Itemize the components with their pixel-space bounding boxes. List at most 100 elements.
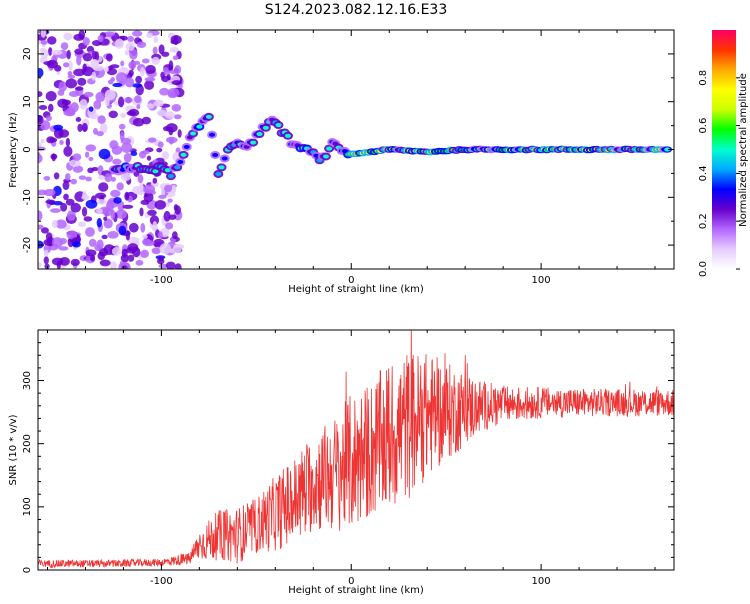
spectrogram-x-tick-label: 100 (532, 275, 551, 286)
noise-blob (154, 199, 166, 210)
ridge-core (275, 123, 282, 128)
noise-blob (124, 49, 130, 56)
colorbar-tick-label: 0.6 (698, 118, 709, 134)
noise-blob (82, 37, 90, 46)
noise-blob (110, 189, 121, 198)
noise-blob (38, 114, 44, 125)
noise-blob (103, 66, 109, 73)
noise-blob (84, 151, 90, 158)
noise-blob (88, 106, 94, 112)
noise-blob (131, 83, 143, 88)
noise-blob (77, 123, 83, 132)
noise-blob (157, 141, 164, 148)
noise-blob (64, 173, 71, 181)
noise-blob (140, 223, 146, 233)
noise-blob (144, 80, 155, 90)
noise-blob (110, 209, 116, 220)
noise-blob (104, 173, 113, 183)
ridge-core (256, 132, 263, 137)
spectrogram-image (38, 30, 673, 269)
noise-blob (75, 116, 82, 123)
noise-blob (173, 114, 182, 120)
noise-blob (38, 104, 48, 110)
ridge-core (326, 146, 333, 151)
spectrogram-y-tick-label: -20 (22, 237, 33, 253)
noise-blob (127, 243, 139, 252)
noise-blob (120, 137, 132, 145)
noise-blob (136, 41, 147, 48)
noise-blob (88, 156, 94, 162)
ridge-core (218, 165, 225, 170)
noise-blob (95, 91, 106, 103)
noise-blob (122, 204, 134, 209)
noise-blob (134, 95, 142, 104)
ridge-core (183, 144, 190, 149)
noise-blob (63, 193, 69, 201)
noise-blob (98, 148, 111, 160)
noise-blob (177, 83, 183, 90)
noise-blob (164, 184, 173, 193)
noise-blob (65, 78, 78, 89)
spectrogram-y-tick-label: -10 (22, 189, 33, 205)
noise-blob (171, 184, 177, 194)
noise-blob (137, 174, 144, 184)
noise-blob (139, 207, 144, 217)
noise-blob (151, 247, 161, 255)
noise-blob (83, 91, 94, 98)
spectrogram-x-tick-label: -100 (150, 275, 173, 286)
noise-blob (152, 220, 158, 231)
noise-blob (63, 109, 76, 117)
noise-blob (113, 197, 122, 204)
ridge-core (221, 156, 228, 161)
noise-blob (103, 216, 108, 221)
ridge-core (322, 154, 329, 159)
noise-blob (66, 49, 71, 60)
noise-blob (139, 181, 144, 193)
noise-blob (46, 59, 58, 69)
noise-blob (111, 145, 123, 155)
noise-blob (158, 44, 165, 55)
noise-blob (53, 128, 64, 139)
noise-blob (97, 35, 104, 43)
noise-blob (115, 72, 128, 84)
noise-blob (78, 30, 86, 40)
snr-y-tick-label: 300 (22, 371, 33, 390)
noise-blob (117, 96, 125, 108)
noise-blob (39, 47, 46, 53)
noise-blob (111, 247, 122, 256)
ridge-core (664, 147, 671, 152)
noise-blob (85, 199, 98, 209)
noise-blob (165, 136, 178, 144)
noise-blob (120, 112, 126, 119)
noise-blob (82, 53, 93, 62)
noise-blob (124, 97, 133, 104)
noise-blob (82, 63, 88, 73)
noise-blob (48, 47, 53, 56)
noise-blob (60, 202, 68, 212)
noise-blob (62, 62, 70, 68)
noise-blob (72, 153, 82, 161)
noise-blob (152, 46, 158, 55)
noise-blob (135, 259, 144, 266)
ridge-core (262, 125, 269, 130)
noise-blob (66, 210, 76, 221)
noise-blob (101, 234, 108, 240)
noise-blob (158, 194, 167, 199)
noise-blob (106, 53, 113, 62)
noise-blob (63, 146, 73, 157)
noise-blob (173, 204, 179, 211)
noise-blob (88, 238, 97, 247)
noise-blob (96, 239, 104, 250)
noise-blob (156, 109, 167, 117)
noise-blob (157, 231, 163, 239)
spectrogram-y-tick-label: 0 (22, 146, 33, 152)
spectrogram-y-tick-label: 20 (22, 48, 33, 61)
noise-blob (38, 261, 42, 268)
noise-blob (125, 41, 135, 51)
noise-blob (70, 178, 77, 185)
noise-blob (110, 261, 117, 269)
noise-blob (163, 210, 171, 222)
noise-blob (170, 69, 177, 75)
noise-blob (170, 39, 179, 45)
